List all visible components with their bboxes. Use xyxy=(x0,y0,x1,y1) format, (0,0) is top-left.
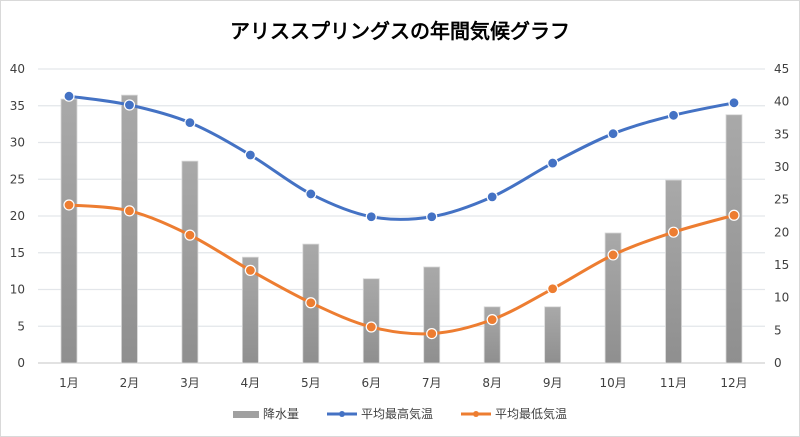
x-tick-label: 12月 xyxy=(720,376,747,390)
y-right-tick-label: 10 xyxy=(774,291,789,305)
legend-item-precipitation: 降水量 xyxy=(232,405,299,422)
legend-item-min-temp: 平均最低気温 xyxy=(461,405,567,422)
y-left-tick-label: 5 xyxy=(17,319,25,333)
y-right-tick-label: 20 xyxy=(774,225,789,239)
y-left-tick-label: 30 xyxy=(10,136,25,150)
max-temp-point xyxy=(426,211,438,223)
legend-line-swatch xyxy=(461,410,491,417)
legend-label: 平均最低気温 xyxy=(495,407,568,421)
legend-bar-swatch xyxy=(232,410,259,418)
x-tick-label: 1月 xyxy=(59,376,79,390)
precipitation-bar xyxy=(241,256,259,364)
y-right-tick-label: 30 xyxy=(774,160,789,174)
min-temp-point xyxy=(728,209,740,221)
min-temp-point xyxy=(123,205,136,217)
max-temp-point xyxy=(123,99,136,111)
max-temp-point xyxy=(63,90,75,102)
x-tick-label: 11月 xyxy=(660,376,687,390)
precipitation-bar xyxy=(121,94,138,364)
min-temp-point xyxy=(547,283,559,295)
max-temp-point xyxy=(607,128,619,140)
max-temp-point xyxy=(728,97,740,109)
min-temp-point xyxy=(426,328,438,340)
y-left-tick-label: 20 xyxy=(10,209,25,223)
legend-label: 降水量 xyxy=(262,407,299,421)
max-temp-point xyxy=(184,117,196,129)
max-temp-point xyxy=(547,157,559,169)
precipitation-bar xyxy=(604,232,622,364)
x-tick-label: 10月 xyxy=(599,376,626,390)
legend-line-swatch xyxy=(326,410,357,417)
y-right-tick-label: 5 xyxy=(774,323,782,337)
min-temp-point xyxy=(365,321,377,333)
min-temp-point xyxy=(63,199,75,211)
x-tick-label: 7月 xyxy=(422,376,442,390)
x-tick-label: 8月 xyxy=(482,376,502,390)
x-tick-label: 2月 xyxy=(120,376,140,390)
x-tick-label: 9月 xyxy=(543,376,563,390)
x-tick-label: 6月 xyxy=(361,376,381,390)
y-left-tick-label: 15 xyxy=(10,246,25,260)
max-temp-point xyxy=(305,188,317,200)
min-temp-point xyxy=(244,264,256,276)
x-tick-label: 5月 xyxy=(301,376,321,390)
precipitation-bar xyxy=(60,98,78,364)
y-left-tick-label: 35 xyxy=(10,99,25,113)
y-right-tick-label: 45 xyxy=(774,62,789,76)
min-temp-point xyxy=(607,249,619,261)
max-temp-point xyxy=(486,191,498,203)
precipitation-bar xyxy=(181,160,199,364)
y-right-tick-label: 0 xyxy=(774,356,782,370)
y-left-tick-label: 25 xyxy=(10,172,25,186)
precipitation-bar xyxy=(725,114,743,364)
max-temp-line xyxy=(68,94,735,221)
x-tick-label: 3月 xyxy=(180,376,200,390)
y-left-tick-label: 0 xyxy=(17,356,25,370)
chart-title: アリススプリングスの年間気候グラフ xyxy=(230,19,570,43)
precipitation-bar xyxy=(544,306,562,364)
max-temp-point xyxy=(244,149,256,161)
min-temp-point xyxy=(305,297,317,309)
legend: 降水量 平均最高気温 平均最低気温 xyxy=(1,405,799,422)
x-tick-label: 4月 xyxy=(241,376,261,390)
min-temp-point xyxy=(667,226,680,238)
precipitation-bar xyxy=(362,278,380,364)
min-temp-point xyxy=(184,229,196,241)
y-right-tick-label: 40 xyxy=(774,95,789,109)
y-left-tick-label: 10 xyxy=(10,283,25,297)
max-temp-point xyxy=(667,109,680,121)
y-right-tick-label: 15 xyxy=(774,258,789,272)
min-temp-line xyxy=(68,203,735,336)
precipitation-bar xyxy=(665,179,682,364)
max-temp-point xyxy=(365,211,377,223)
y-left-tick-label: 40 xyxy=(10,62,25,76)
legend-label: 平均最高気温 xyxy=(360,407,433,421)
precipitation-bar xyxy=(423,266,441,364)
min-temp-point xyxy=(486,314,498,326)
y-right-tick-label: 25 xyxy=(774,193,789,207)
legend-item-max-temp: 平均最高気温 xyxy=(326,405,433,422)
y-right-tick-label: 35 xyxy=(774,127,789,141)
